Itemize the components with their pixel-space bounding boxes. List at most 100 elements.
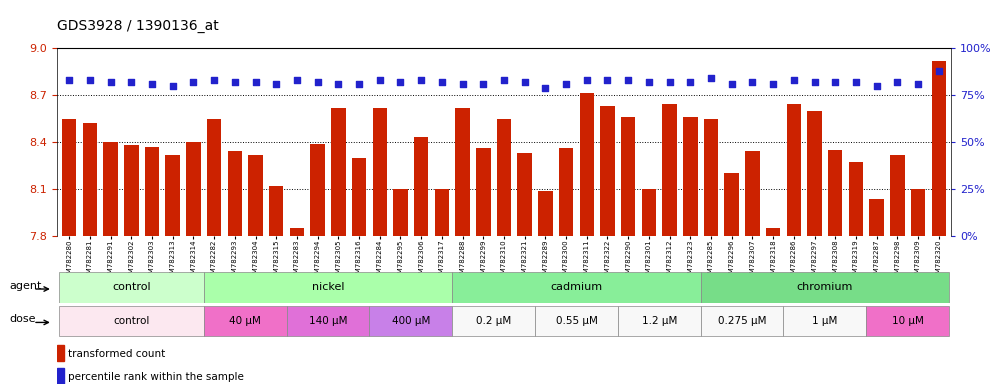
- Bar: [452, 306, 535, 336]
- Point: [164, 83, 180, 89]
- Point: [475, 81, 491, 87]
- Bar: [910, 189, 925, 236]
- Bar: [683, 117, 697, 236]
- Point: [82, 77, 98, 83]
- Text: 140 μM: 140 μM: [309, 316, 348, 326]
- Point: [910, 81, 926, 87]
- Point: [621, 77, 636, 83]
- Point: [807, 79, 823, 85]
- Bar: [828, 150, 843, 236]
- Point: [61, 77, 77, 83]
- Bar: [373, 108, 387, 236]
- Bar: [787, 104, 801, 236]
- Text: control: control: [114, 316, 149, 326]
- Bar: [518, 153, 532, 236]
- Point: [682, 79, 698, 85]
- Point: [869, 83, 884, 89]
- Point: [331, 81, 347, 87]
- Text: cadmium: cadmium: [551, 282, 603, 293]
- Bar: [59, 272, 204, 303]
- Point: [372, 77, 387, 83]
- Point: [931, 68, 947, 74]
- Bar: [331, 108, 346, 236]
- Bar: [248, 155, 263, 236]
- Text: 10 μM: 10 μM: [891, 316, 923, 326]
- Point: [496, 77, 512, 83]
- Bar: [559, 148, 574, 236]
- Text: transformed count: transformed count: [68, 349, 165, 359]
- Point: [185, 79, 201, 85]
- Point: [268, 81, 284, 87]
- Bar: [144, 147, 159, 236]
- Point: [103, 79, 119, 85]
- Bar: [700, 306, 784, 336]
- Point: [227, 79, 243, 85]
- Point: [744, 79, 760, 85]
- Point: [724, 81, 740, 87]
- Bar: [59, 306, 204, 336]
- Point: [848, 79, 864, 85]
- Text: agent: agent: [10, 281, 42, 291]
- Bar: [269, 186, 284, 236]
- Point: [579, 77, 595, 83]
- Bar: [352, 158, 367, 236]
- Point: [392, 79, 408, 85]
- Point: [289, 77, 305, 83]
- Bar: [867, 306, 949, 336]
- Bar: [57, 345, 64, 361]
- Point: [434, 79, 450, 85]
- Bar: [62, 119, 77, 236]
- Bar: [808, 111, 822, 236]
- Bar: [311, 144, 325, 236]
- Text: GDS3928 / 1390136_at: GDS3928 / 1390136_at: [57, 19, 218, 33]
- Point: [206, 77, 222, 83]
- Point: [517, 79, 533, 85]
- Point: [538, 84, 554, 91]
- Bar: [455, 108, 470, 236]
- Bar: [207, 119, 221, 236]
- Text: percentile rank within the sample: percentile rank within the sample: [68, 372, 244, 382]
- Text: 400 μM: 400 μM: [391, 316, 430, 326]
- Point: [310, 79, 326, 85]
- Bar: [186, 142, 200, 236]
- Bar: [497, 119, 511, 236]
- Bar: [704, 119, 718, 236]
- Bar: [535, 306, 618, 336]
- Bar: [538, 191, 553, 236]
- Point: [786, 77, 802, 83]
- Bar: [287, 306, 370, 336]
- Point: [124, 79, 139, 85]
- Bar: [83, 123, 98, 236]
- Bar: [370, 306, 452, 336]
- Bar: [204, 306, 287, 336]
- Text: 0.275 μM: 0.275 μM: [718, 316, 766, 326]
- Text: 1.2 μM: 1.2 μM: [641, 316, 677, 326]
- Bar: [745, 152, 760, 236]
- Bar: [724, 174, 739, 236]
- Bar: [434, 189, 449, 236]
- Bar: [618, 306, 700, 336]
- Point: [703, 75, 719, 81]
- Point: [351, 81, 367, 87]
- Bar: [662, 104, 677, 236]
- Bar: [124, 145, 138, 236]
- Bar: [204, 272, 452, 303]
- Bar: [165, 155, 180, 236]
- Text: dose: dose: [10, 314, 36, 324]
- Bar: [766, 228, 781, 236]
- Bar: [580, 93, 594, 236]
- Text: chromium: chromium: [797, 282, 853, 293]
- Bar: [476, 148, 490, 236]
- Text: 0.2 μM: 0.2 μM: [476, 316, 511, 326]
- Bar: [870, 199, 883, 236]
- Point: [558, 81, 574, 87]
- Text: 0.55 μM: 0.55 μM: [556, 316, 598, 326]
- Point: [661, 79, 677, 85]
- Bar: [931, 61, 946, 236]
- Bar: [621, 117, 635, 236]
- Point: [889, 79, 905, 85]
- Bar: [290, 228, 304, 236]
- Point: [144, 81, 160, 87]
- Bar: [601, 106, 615, 236]
- Bar: [57, 368, 64, 384]
